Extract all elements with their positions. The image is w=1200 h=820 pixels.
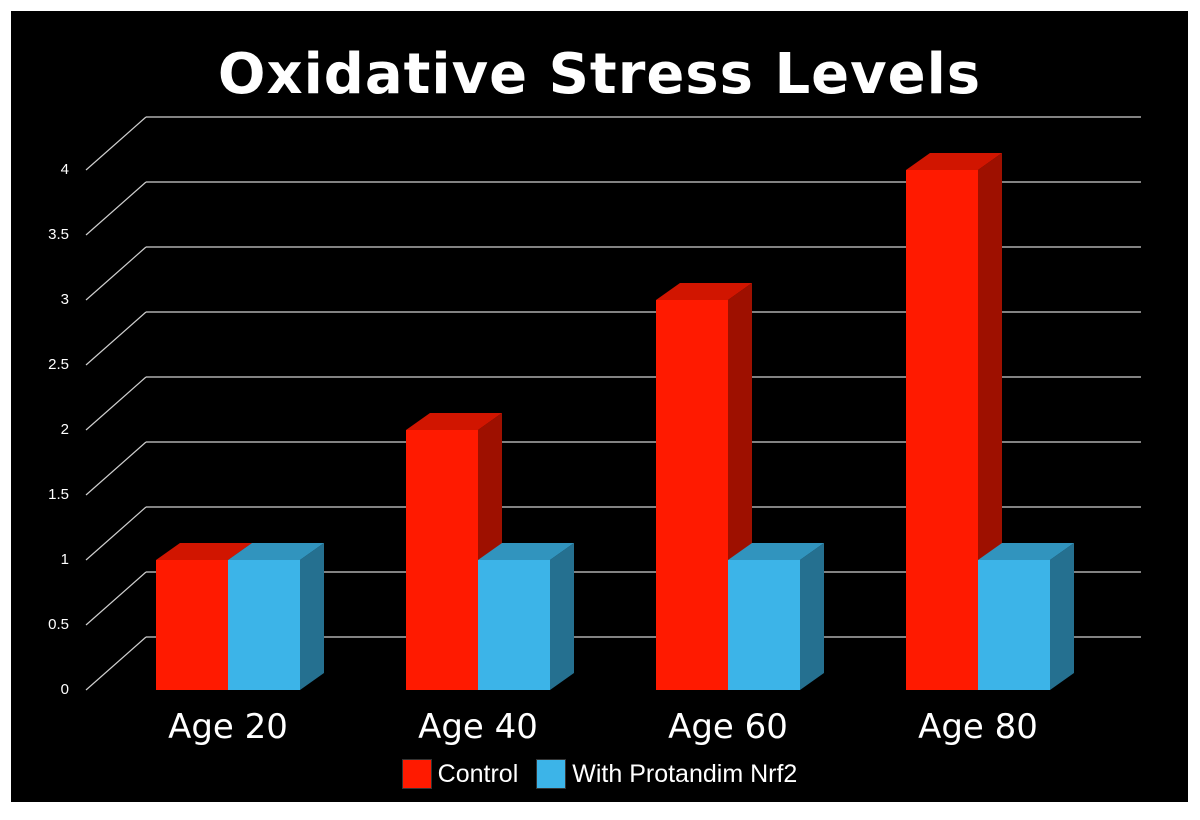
legend-label-control: Control	[437, 759, 519, 788]
gridline-diagonal	[85, 376, 147, 431]
chart-plot: 0 0.5 1 1.5 2 2.5 3 3.5 4 Age 20 Age 40 Age 60 Age 8…	[48, 116, 1141, 747]
y-tick-label: 4	[61, 161, 69, 178]
gridline-diagonal	[85, 636, 147, 691]
x-tick-label: Age 60	[668, 707, 788, 747]
y-tick-label: 0	[61, 681, 69, 698]
gridline-diagonal	[85, 571, 147, 626]
gridline-diagonal	[85, 506, 147, 561]
bar-top	[906, 153, 1002, 170]
bar-side	[550, 543, 574, 690]
bar	[978, 560, 1050, 690]
bar-side	[300, 543, 324, 690]
bar	[156, 560, 228, 690]
legend-item-protandim: With Protandim Nrf2	[536, 759, 797, 789]
legend-swatch-protandim	[536, 759, 567, 789]
gridline-diagonal	[85, 311, 147, 366]
bar-top	[728, 543, 824, 560]
bar	[906, 170, 978, 690]
legend-swatch-control	[401, 759, 432, 789]
gridline-diagonal	[85, 181, 147, 236]
bar	[478, 560, 550, 690]
y-tick-label: 3	[61, 291, 69, 308]
y-tick-label: 3.5	[48, 226, 69, 243]
bar-top	[156, 543, 252, 560]
chart-title: Oxidative Stress Levels	[217, 42, 982, 107]
y-tick-label: 2	[61, 421, 69, 438]
gridline-diagonal	[85, 441, 147, 496]
x-tick-label: Age 40	[418, 707, 538, 747]
bar-side	[800, 543, 824, 690]
bar-side	[1050, 543, 1074, 690]
x-tick-label: Age 20	[168, 707, 288, 747]
gridline-diagonal	[85, 116, 147, 171]
legend: Control With Protandim Nrf2	[11, 759, 1188, 789]
bar	[406, 430, 478, 690]
bar-top	[228, 543, 324, 560]
legend-label-protandim: With Protandim Nrf2	[572, 759, 798, 788]
y-tick-label: 1	[61, 551, 69, 568]
legend-item-control: Control	[401, 759, 519, 789]
y-tick-label: 2.5	[48, 356, 69, 373]
gridline-diagonal	[85, 246, 147, 301]
x-tick-label: Age 80	[918, 707, 1038, 747]
bar-top	[478, 543, 574, 560]
bar-top	[978, 543, 1074, 560]
y-tick-label: 0.5	[48, 616, 69, 633]
bar	[228, 560, 300, 690]
bar-top	[406, 413, 502, 430]
y-tick-label: 1.5	[48, 486, 69, 503]
bar	[656, 300, 728, 690]
bar-top	[656, 283, 752, 300]
bar	[728, 560, 800, 690]
chart-frame: Oxidative Stress Levels 0 0.5 1 1.5 2 2.5 3 3.5…	[11, 11, 1188, 802]
